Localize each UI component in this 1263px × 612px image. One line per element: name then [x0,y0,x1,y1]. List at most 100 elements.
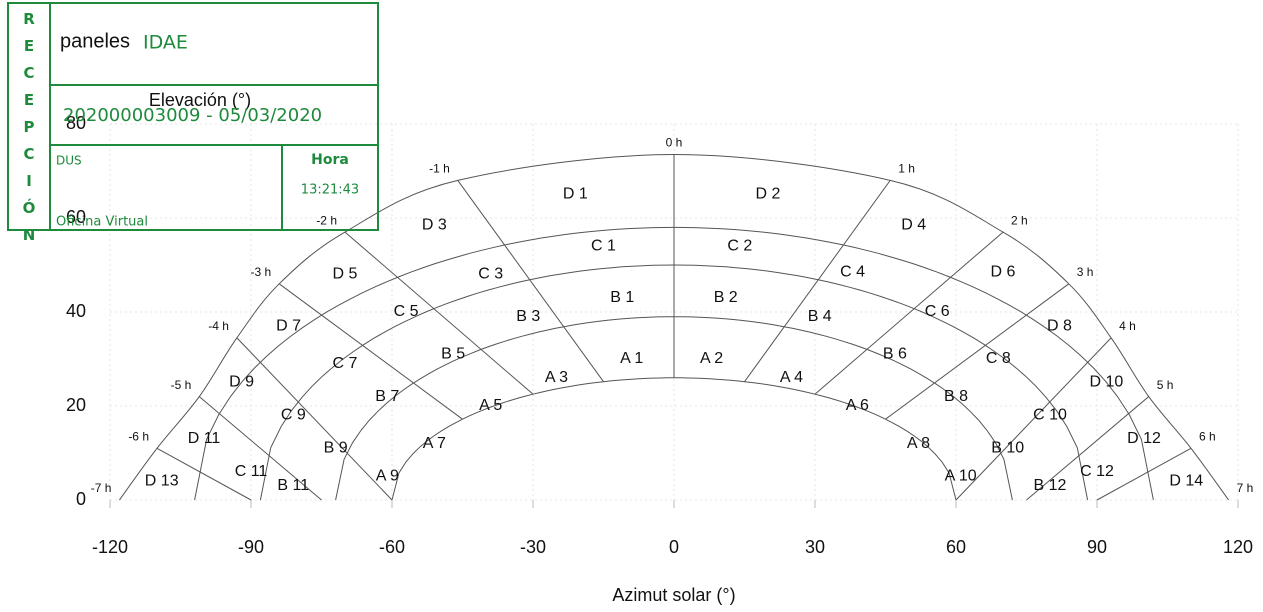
x-tick-label: 60 [946,537,966,557]
region-label: A 4 [780,369,803,386]
region-label: A 2 [700,350,723,367]
region-label: B 5 [441,346,465,363]
region-label: D 6 [991,263,1016,280]
hour-label: 5 h [1157,378,1174,392]
region-label: D 14 [1169,472,1203,489]
zone-boundary [391,377,957,501]
region-label: B 6 [883,346,907,363]
plot-area: -120 -90 -60 -30 0 30 60 90 120 0 20 40 60 80 -7 h -6 h… [66,113,1253,557]
x-tick-label: -120 [92,537,128,557]
stamp-office: Oficina Virtual [56,215,148,230]
region-label: A 7 [423,435,446,452]
hour-label: -4 h [208,319,229,333]
hour-label: 4 h [1119,319,1136,333]
x-tick-label: -30 [520,537,546,557]
y-tick-label: 0 [76,489,86,509]
stamp-border [7,2,379,231]
hour-line [955,337,1112,501]
region-label: A 9 [376,468,399,485]
stamp-vertical-label: RECEPCIÓN [20,10,38,253]
hour-label: -1 h [429,162,450,176]
hour-label: 1 h [898,162,915,176]
region-label: A 8 [907,435,930,452]
region-label: C 8 [986,350,1011,367]
stamp-org: IDAE [143,32,188,54]
region-label: B 1 [610,289,634,306]
region-label: D 9 [229,374,254,391]
region-label: B 2 [714,289,738,306]
region-label: D 13 [145,472,179,489]
hour-label: -3 h [251,265,272,279]
y-tick-label: 40 [66,301,86,321]
region-label: A 1 [620,350,643,367]
hour-label: -6 h [128,429,149,443]
region-label: C 7 [333,355,358,372]
x-tick-label: -60 [379,537,405,557]
hour-label: -5 h [171,378,192,392]
region-label: D 4 [901,216,926,233]
y-tick-label: 20 [66,395,86,415]
hour-line [236,337,393,501]
hour-label: 2 h [1011,213,1028,227]
stamp-unit: DUS [56,154,82,168]
y-tick-label: 80 [66,113,86,133]
region-label: D 11 [188,430,221,447]
hour-line [457,180,604,382]
hour-line [156,447,252,501]
region-label: A 3 [545,369,568,386]
hour-label: 3 h [1077,265,1094,279]
stamp: RECEPCIÓN IDAE 202000003009 - 05/03/2020… [7,2,379,253]
x-tick-label: 120 [1223,537,1253,557]
region-label: B 4 [808,308,832,325]
hour-line [1026,396,1150,501]
y-tick-label: 60 [66,207,86,227]
region-label: C 1 [591,237,616,254]
region-label: C 3 [478,266,503,283]
region-label: A 6 [846,397,869,414]
x-axis-label: Azimut solar (°) [612,585,735,605]
region-label: B 7 [375,388,399,405]
region-label: D 1 [563,186,588,203]
region-label: C 12 [1080,463,1114,480]
stamp-time-label: Hora [311,152,349,168]
region-label: D 10 [1090,374,1124,391]
x-tick-label: 90 [1087,537,1107,557]
hour-label: -2 h [316,213,337,227]
hour-line [885,283,1070,420]
hour-line [198,396,322,501]
region-label: C 4 [840,263,865,280]
hour-label: 7 h [1237,481,1254,495]
y-axis-label: Elevación (°) [149,90,251,110]
region-label: C 2 [727,237,752,254]
stamp-time: 13:21:43 [301,183,359,198]
hour-line [744,180,891,382]
region-label: C 10 [1033,407,1067,424]
region-label: D 2 [756,186,781,203]
hour-line [814,231,1004,395]
region-label: B 10 [991,440,1024,457]
hour-label: 0 h [666,136,683,150]
region-label: C 11 [235,463,268,480]
hour-line [1096,447,1192,501]
region-label: C 9 [281,407,306,424]
region-label: C 5 [394,303,419,320]
hour-line [344,231,534,395]
region-label: B 9 [324,440,348,457]
region-label: C 6 [925,303,950,320]
region-label: D 5 [333,266,358,283]
x-tick-label: 30 [805,537,825,557]
region-label: B 11 [277,477,309,494]
x-tick-label: 0 [669,537,679,557]
stamp-registry: 202000003009 - 05/03/2020 [63,105,322,126]
hour-label: 6 h [1199,429,1216,443]
region-label: D 3 [422,216,447,233]
region-label: A 5 [479,397,502,414]
region-label: B 3 [516,308,540,325]
region-label: B 8 [944,388,968,405]
x-tick-label: -90 [238,537,264,557]
hour-line [278,283,463,420]
region-label: D 12 [1127,430,1161,447]
region-label: A 10 [945,468,977,485]
region-label: D 8 [1047,317,1072,334]
